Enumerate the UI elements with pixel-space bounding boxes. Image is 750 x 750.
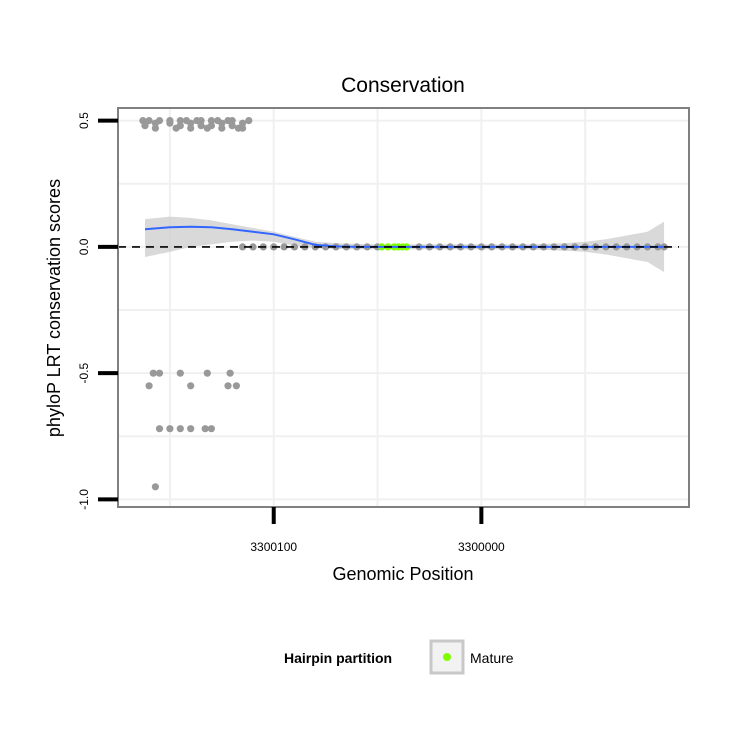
score-point bbox=[218, 119, 226, 127]
smooth-confidence-band bbox=[145, 216, 665, 273]
score-point bbox=[187, 425, 195, 433]
score-point bbox=[155, 369, 164, 377]
score-point bbox=[280, 243, 288, 251]
score-point bbox=[197, 117, 205, 125]
y-axis-ticks: 0.5 0.0 -0.5 -1.0 bbox=[77, 112, 118, 510]
score-point bbox=[176, 117, 184, 125]
score-point bbox=[228, 122, 236, 130]
score-point bbox=[141, 122, 149, 130]
legend-key-mature-point bbox=[443, 653, 451, 661]
score-point bbox=[226, 369, 234, 377]
score-point bbox=[176, 369, 184, 377]
confidence-band bbox=[145, 216, 665, 273]
score-point bbox=[166, 119, 174, 127]
score-point bbox=[249, 243, 257, 251]
score-point bbox=[207, 122, 215, 130]
score-point bbox=[207, 117, 215, 125]
score-point bbox=[197, 122, 205, 130]
plot-panel-border bbox=[117, 107, 690, 508]
chart-title: Conservation bbox=[341, 74, 465, 97]
score-point bbox=[290, 243, 299, 251]
score-point bbox=[232, 382, 240, 390]
data-points bbox=[139, 117, 668, 491]
score-point bbox=[239, 243, 247, 251]
y-tick-label: 0.0 bbox=[77, 238, 91, 255]
score-point bbox=[145, 117, 153, 125]
score-point bbox=[187, 119, 195, 127]
score-point bbox=[187, 124, 195, 132]
score-point bbox=[239, 119, 247, 127]
legend-label-mature: Mature bbox=[470, 650, 514, 666]
score-point bbox=[145, 382, 153, 390]
score-point bbox=[151, 124, 159, 132]
score-point bbox=[155, 425, 164, 433]
x-tick-label: 3300000 bbox=[458, 540, 505, 554]
x-axis-ticks: 3300100 3300000 bbox=[250, 507, 505, 554]
y-tick-label: -1.0 bbox=[77, 489, 91, 510]
y-axis-title: phyloP LRT conservation scores bbox=[44, 179, 64, 437]
score-point bbox=[203, 369, 211, 377]
score-point bbox=[187, 382, 195, 390]
score-point bbox=[218, 124, 226, 132]
score-point bbox=[207, 425, 215, 433]
score-point bbox=[149, 369, 157, 377]
score-point bbox=[151, 483, 159, 491]
score-point bbox=[245, 117, 253, 125]
x-axis-title: Genomic Position bbox=[332, 564, 473, 584]
legend-title: Hairpin partition bbox=[284, 650, 392, 666]
score-point bbox=[201, 425, 209, 433]
y-tick-label: 0.5 bbox=[77, 112, 91, 129]
score-point bbox=[151, 119, 159, 127]
legend: Hairpin partition Mature bbox=[284, 639, 514, 675]
score-point bbox=[176, 425, 184, 433]
x-tick-label: 3300100 bbox=[250, 540, 297, 554]
score-point bbox=[176, 122, 184, 130]
y-tick-label: -0.5 bbox=[77, 363, 91, 384]
score-point bbox=[166, 425, 174, 433]
score-point bbox=[239, 124, 247, 132]
grid-lines bbox=[118, 108, 689, 507]
score-point bbox=[228, 117, 236, 125]
score-point bbox=[224, 382, 232, 390]
